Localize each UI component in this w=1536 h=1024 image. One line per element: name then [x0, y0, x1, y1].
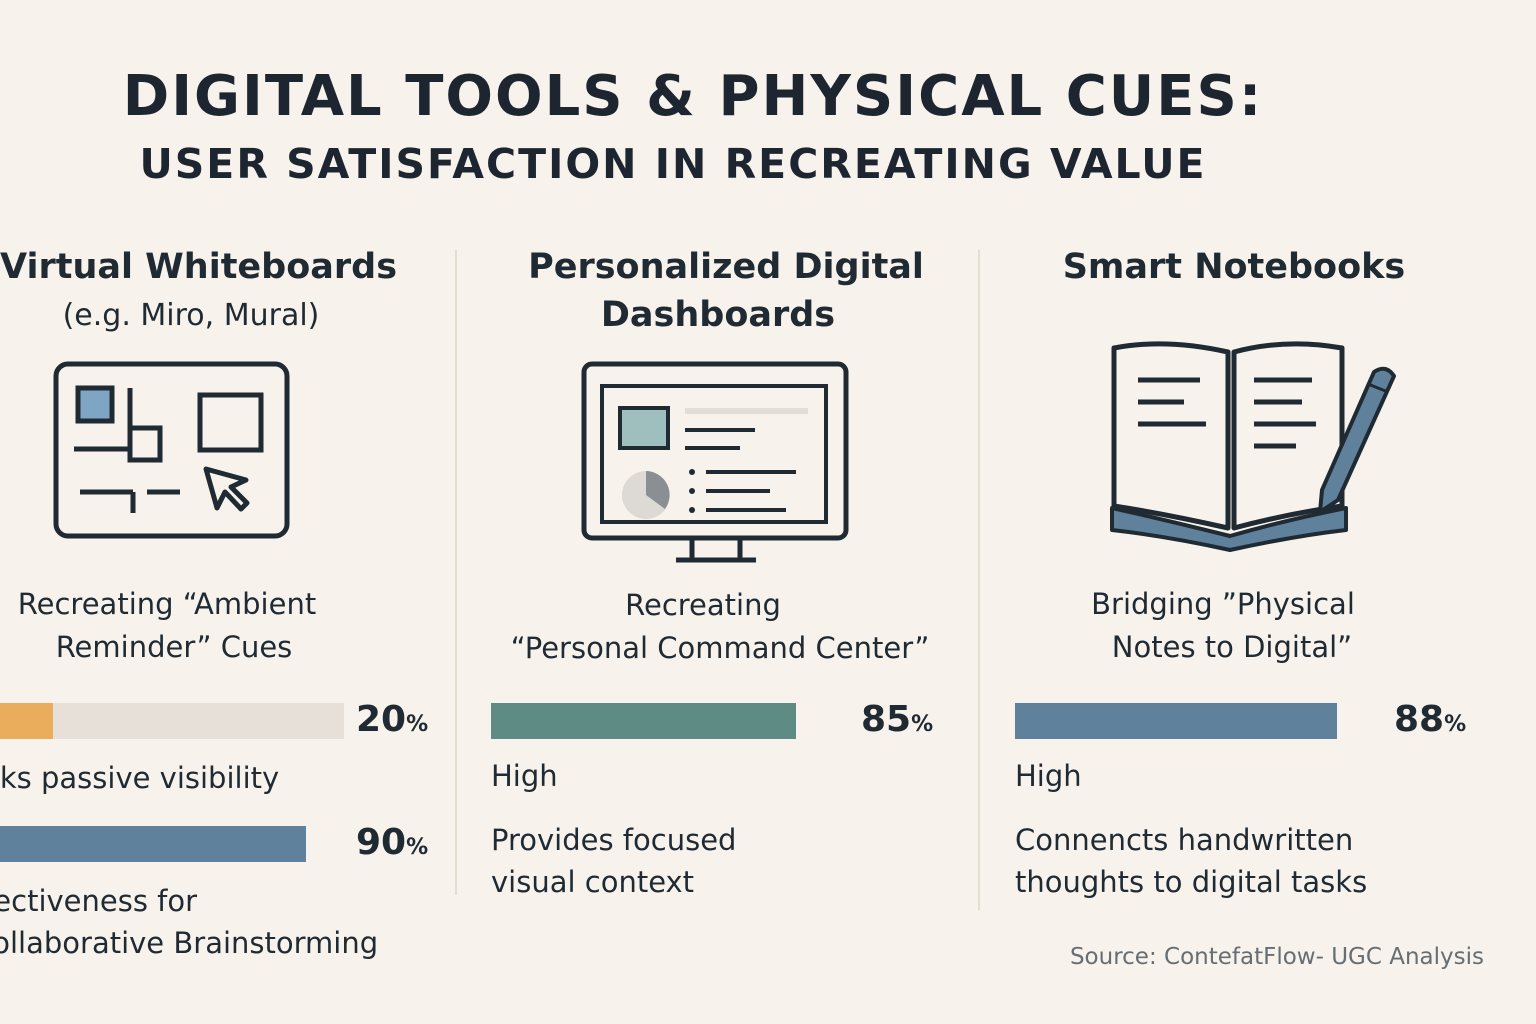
bar-note: Lacks passive visibility — [0, 761, 280, 795]
bar-fill-lacks-visibility — [0, 703, 53, 739]
notebook-pen-icon — [1110, 341, 1396, 552]
column-divider — [455, 250, 457, 895]
bar-note: Effectiveness for — [0, 884, 198, 918]
bar-value-label: 20% — [356, 699, 429, 740]
bar-value-label: 88% — [1394, 699, 1467, 740]
bar-track — [0, 703, 344, 739]
cue-line: Reminder” Cues — [55, 630, 293, 664]
bar-level: High — [1015, 759, 1082, 793]
column-divider — [978, 250, 980, 910]
dashboard-monitor-icon — [581, 361, 849, 563]
bar-track — [1015, 703, 1381, 739]
bar-track — [0, 826, 344, 862]
bar-note: Collaborative Brainstorming — [0, 926, 379, 960]
cue-line: Bridging ”Physical — [1091, 587, 1355, 621]
cue-line: Recreating “Ambient — [17, 587, 317, 621]
bar-fill-notebooks — [1015, 703, 1338, 739]
column-title: Dashboards — [600, 295, 836, 335]
bar-track — [491, 703, 850, 739]
column-title: Virtual Whiteboards — [0, 247, 398, 287]
column-title: Personalized Digital — [528, 247, 924, 287]
bar-note: thoughts to digital tasks — [1015, 865, 1368, 899]
column-subtitle: (e.g. Miro, Mural) — [62, 298, 320, 333]
cue-line: Notes to Digital” — [1111, 630, 1353, 664]
cue-line: “Personal Command Center” — [510, 631, 930, 665]
bar-value-label: 85% — [861, 699, 934, 740]
bar-fill-dashboards — [491, 703, 797, 739]
bar-note: Connencts handwritten — [1015, 823, 1354, 857]
cue-line: Recreating — [625, 588, 781, 622]
bar-level: High — [491, 759, 558, 793]
chart-title: DIGITAL TOOLS & PHYSICAL CUES: — [122, 64, 1264, 129]
bar-value-label: 90% — [356, 822, 429, 863]
bar-note: Provides focused — [491, 823, 737, 857]
bar-fill-collaboration — [0, 826, 306, 862]
whiteboard-icon — [53, 361, 290, 539]
source-note: Source: ContefatFlow- UGC Analysis — [1069, 944, 1484, 970]
column-title: Smart Notebooks — [1062, 247, 1406, 287]
chart-subtitle: USER SATISFACTION IN RECREATING VALUE — [139, 140, 1207, 188]
bar-note: visual context — [491, 865, 695, 899]
